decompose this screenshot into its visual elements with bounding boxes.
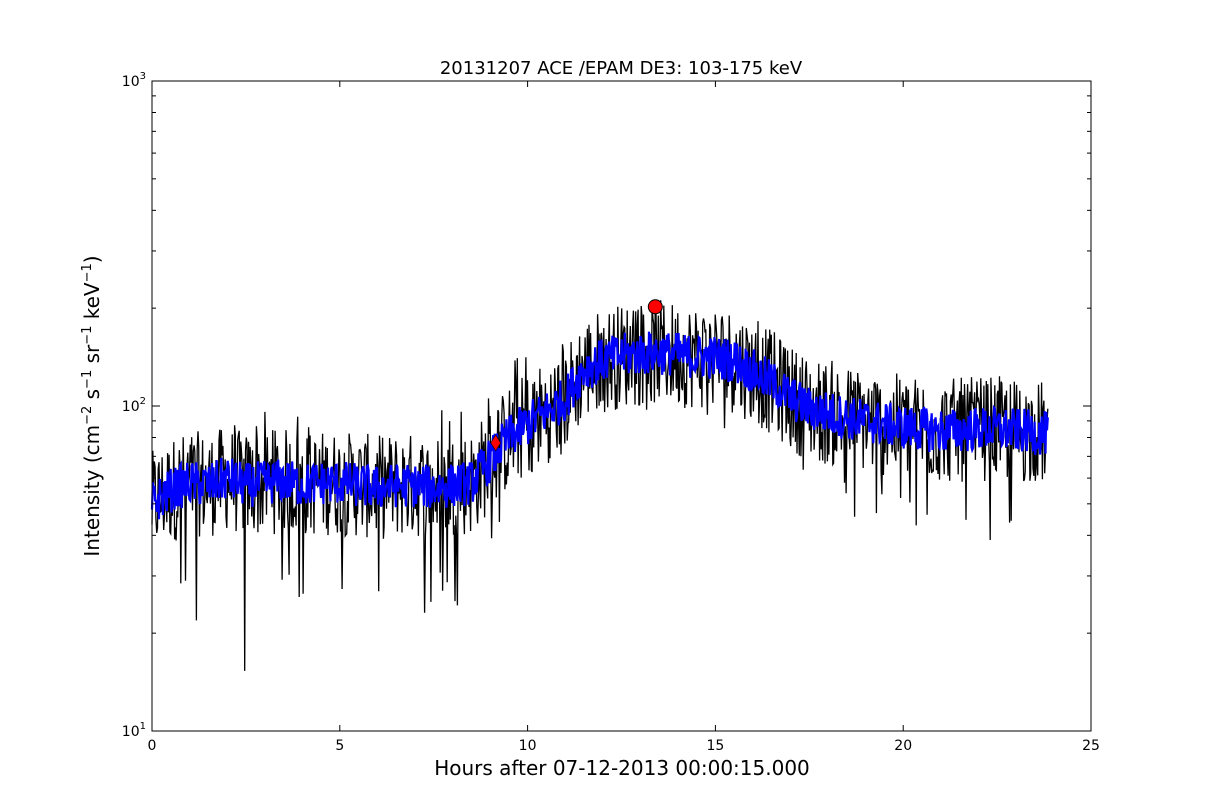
x-tick-label: 20 [894,738,912,754]
x-tick-label: 15 [706,738,724,754]
smoothed-intensity-series [150,331,1049,520]
y-axis-label-exp: −1 [80,326,95,345]
x-axis: 0 5 10 15 20 25 [148,81,1100,754]
peak-marker [647,299,663,315]
y-axis-label-exp: −1 [80,263,95,282]
y-tick-label: 103 [122,71,146,90]
y-tick-label: 102 [122,396,146,415]
y-axis-label-s: s [80,389,104,406]
y-axis: 101 102 103 [122,71,1091,740]
x-axis-label: Hours after 07-12-2013 00:00:15.000 [434,756,810,780]
y-axis-label-kev: keV [80,282,104,326]
y-axis-label-exp: −1 [80,370,95,389]
x-tick-label: 0 [148,738,157,754]
x-tick-label: 5 [335,738,344,754]
y-tick-label: 101 [122,721,146,740]
x-tick-label: 10 [519,738,537,754]
onset-marker [490,434,502,452]
chart-title: 20131207 ACE /EPAM DE3: 103-175 keV [440,58,803,79]
y-axis-label-close: ) [80,255,104,263]
y-axis-label-main: Intensity (cm [80,425,104,557]
plot-area [150,299,1049,671]
y-axis-label: Intensity (cm−2 s−1 sr−1 keV−1) [80,255,104,556]
y-axis-label-exp: −2 [80,406,95,425]
x-tick-label: 25 [1082,738,1100,754]
y-axis-label-sr: sr [80,344,104,370]
